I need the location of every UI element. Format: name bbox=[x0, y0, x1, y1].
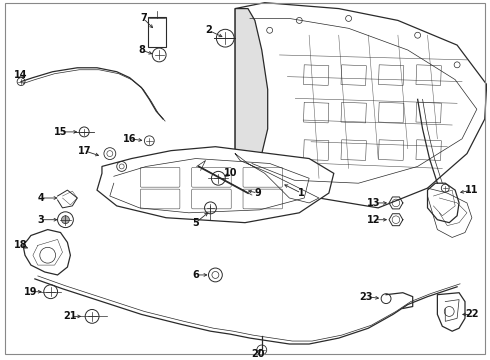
Bar bbox=[378, 140, 404, 160]
Text: 13: 13 bbox=[367, 198, 380, 208]
Text: 16: 16 bbox=[123, 134, 136, 144]
Bar bbox=[416, 102, 441, 123]
Bar bbox=[416, 65, 441, 85]
Polygon shape bbox=[235, 3, 487, 208]
Text: 6: 6 bbox=[192, 270, 199, 280]
Text: 17: 17 bbox=[77, 146, 91, 156]
Bar bbox=[416, 140, 441, 160]
Text: 19: 19 bbox=[24, 287, 38, 297]
Text: 3: 3 bbox=[37, 215, 44, 225]
Bar bbox=[378, 102, 404, 123]
Polygon shape bbox=[235, 9, 268, 163]
Text: 20: 20 bbox=[251, 349, 265, 359]
Text: 14: 14 bbox=[14, 70, 28, 80]
Text: 15: 15 bbox=[54, 127, 67, 137]
Bar bbox=[341, 65, 367, 85]
Text: 7: 7 bbox=[140, 13, 147, 23]
Bar bbox=[303, 102, 329, 123]
Bar bbox=[303, 65, 329, 85]
Text: 21: 21 bbox=[64, 311, 77, 321]
Text: 2: 2 bbox=[205, 25, 212, 35]
Text: 10: 10 bbox=[223, 168, 237, 178]
Text: 9: 9 bbox=[254, 188, 261, 198]
Bar bbox=[341, 140, 367, 160]
Text: 23: 23 bbox=[360, 292, 373, 302]
Bar bbox=[303, 140, 329, 160]
Bar bbox=[378, 65, 404, 85]
Circle shape bbox=[62, 216, 70, 224]
Text: 22: 22 bbox=[465, 309, 479, 319]
Bar bbox=[341, 102, 367, 123]
Text: 18: 18 bbox=[14, 240, 28, 250]
Polygon shape bbox=[97, 147, 334, 223]
Text: 1: 1 bbox=[298, 188, 305, 198]
Text: 8: 8 bbox=[138, 45, 145, 55]
Text: 5: 5 bbox=[192, 218, 199, 228]
Text: 12: 12 bbox=[367, 215, 380, 225]
Text: 11: 11 bbox=[465, 185, 479, 195]
Text: 4: 4 bbox=[37, 193, 44, 203]
